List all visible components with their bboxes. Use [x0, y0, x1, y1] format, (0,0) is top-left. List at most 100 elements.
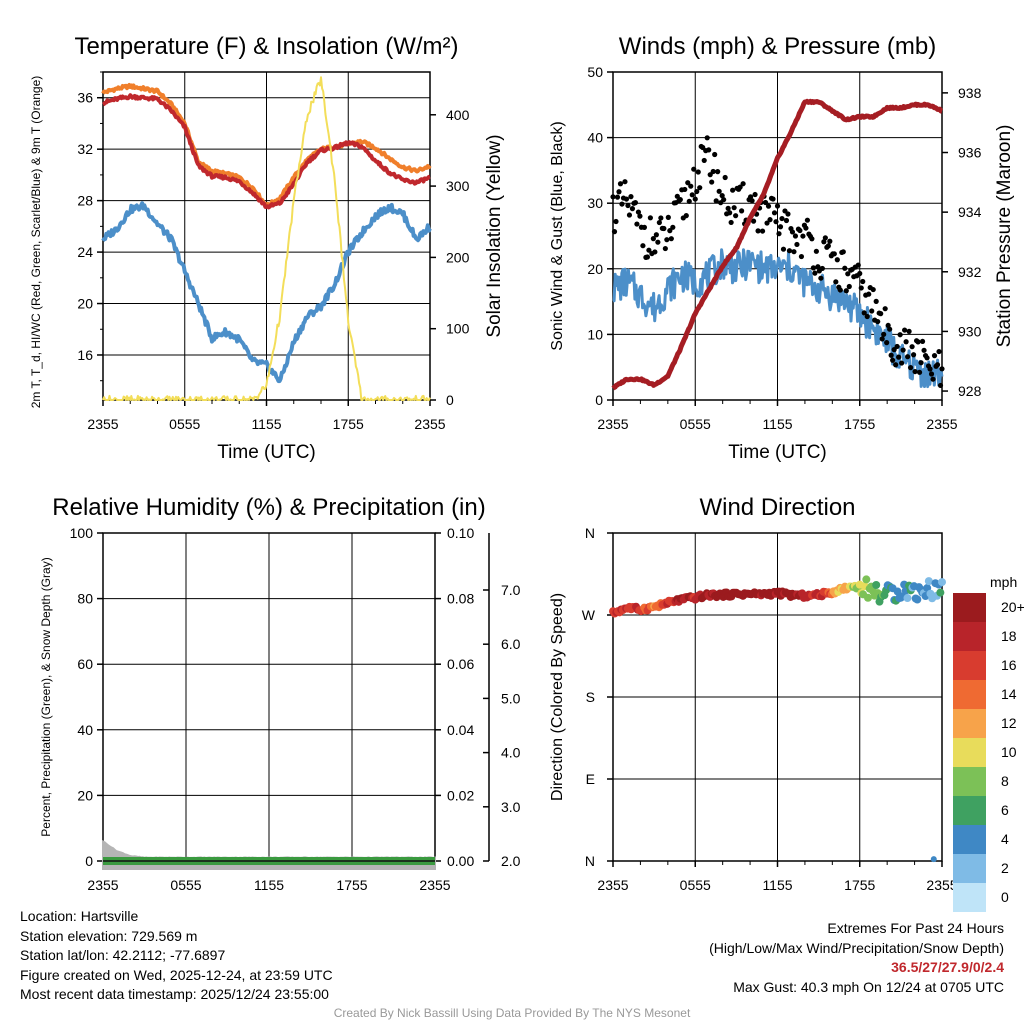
gust-point	[686, 198, 692, 204]
gust-point	[733, 213, 739, 219]
extremes-box: Extremes For Past 24 Hours (High/Low/Max…	[709, 919, 1004, 997]
recent-timestamp: Most recent data timestamp: 2025/12/24 2…	[20, 986, 329, 1002]
gust-point	[840, 249, 846, 255]
colorbar-label: 0	[1001, 889, 1009, 905]
gust-point	[682, 186, 688, 193]
station-location: Location: Hartsville	[20, 908, 139, 924]
gust-point	[821, 239, 827, 245]
colorbar-swatch	[953, 709, 986, 738]
x-tick-label: 2355	[414, 416, 445, 432]
gust-point	[827, 238, 833, 244]
y-axis-label: Direction (Colored By Speed)	[549, 593, 566, 801]
y-tick-label: 28	[77, 193, 93, 209]
gust-point	[837, 287, 843, 293]
y2-tick-label: 400	[446, 107, 470, 123]
x-tick-label: 1155	[254, 877, 284, 893]
gust-point	[890, 357, 896, 363]
gust-point	[728, 219, 734, 226]
gust-point	[878, 311, 884, 317]
y-tick-label: 20	[77, 787, 93, 803]
y3-tick-label: 2.0	[501, 853, 521, 869]
y-tick-label: S	[586, 689, 595, 705]
gust-point	[664, 237, 670, 243]
gust-point	[725, 205, 731, 211]
x-tick-label: 0555	[170, 877, 201, 893]
gust-point	[792, 233, 799, 239]
gust-point	[813, 248, 819, 254]
colorbar-label: 20+	[1001, 599, 1024, 615]
gust-point	[773, 219, 779, 225]
x-tick-label: 2355	[926, 877, 957, 893]
gust-point	[918, 360, 924, 366]
gust-point	[903, 339, 909, 345]
gust-point	[934, 362, 941, 368]
gust-point	[617, 181, 624, 187]
y-axis-label: Percent, Precipitation (Green), & Snow D…	[39, 557, 53, 836]
colorbar-title: mph	[990, 574, 1017, 590]
gust-point	[713, 198, 719, 204]
y-tick-label: 10	[587, 326, 603, 342]
y2-tick-label: 0.04	[447, 722, 474, 738]
gust-point	[765, 203, 772, 209]
x-tick-label: 2355	[926, 416, 957, 432]
gust-point	[905, 354, 911, 360]
gust-point	[864, 313, 870, 320]
gust-point	[749, 198, 755, 204]
gust-point	[706, 147, 712, 153]
gust-point	[861, 310, 867, 316]
gust-point	[809, 236, 815, 242]
gust-point	[919, 338, 926, 345]
gust-point	[695, 169, 701, 175]
panel-title: Wind Direction	[699, 494, 855, 521]
gust-point	[803, 225, 809, 231]
y2-tick-label: 100	[446, 321, 470, 337]
station-info: Location: Hartsville Station elevation: …	[20, 907, 333, 1005]
y2-tick-label: 0.06	[447, 656, 474, 672]
y2-tick-label: 934	[958, 204, 982, 220]
gust-point	[921, 347, 927, 353]
x-tick-label: 1155	[762, 877, 792, 893]
gust-point	[613, 218, 619, 225]
y-axis-label: Sonic Wind & Gust (Blue, Black)	[549, 121, 566, 350]
gust-point	[625, 202, 631, 209]
gust-point	[936, 348, 942, 355]
colorbar-label: 6	[1001, 802, 1009, 818]
gust-point	[712, 151, 718, 158]
direction-point	[930, 856, 937, 863]
y2-axis-label: Solar Insolation (Yellow)	[484, 134, 505, 337]
y2-tick-label: 0.00	[447, 853, 474, 869]
y-tick-label: N	[585, 525, 595, 541]
colorbar-swatch	[953, 883, 986, 912]
gust-point	[798, 253, 805, 260]
gust-point	[916, 369, 923, 375]
gust-point	[629, 206, 636, 212]
gust-point	[646, 247, 652, 253]
gust-point	[928, 371, 935, 377]
x-tick-label: 1755	[333, 416, 364, 432]
gust-point	[846, 283, 852, 290]
x-tick-label: 2355	[597, 877, 628, 893]
gust-point	[858, 285, 864, 291]
gust-point	[662, 245, 668, 252]
x-tick-label: 2355	[597, 416, 628, 432]
figure-created: Figure created on Wed, 2025-12-24, at 23…	[20, 966, 333, 983]
gust-point	[881, 331, 887, 337]
gust-point	[668, 236, 674, 242]
gust-point	[783, 217, 790, 224]
y3-tick-label: 7.0	[501, 582, 521, 598]
gust-point	[719, 193, 725, 199]
direction-point	[936, 588, 945, 597]
y-tick-label: 16	[77, 347, 93, 363]
gust-point	[907, 365, 914, 371]
gust-point	[794, 241, 800, 248]
gust-point	[855, 262, 861, 268]
y2-tick-label: 930	[958, 323, 982, 339]
gust-point	[870, 286, 876, 293]
gust-point	[674, 193, 680, 199]
gust-point	[759, 228, 766, 234]
gust-point	[752, 191, 758, 198]
gust-point	[882, 306, 888, 312]
gust-point	[884, 340, 890, 346]
y-tick-label: 0	[595, 392, 603, 408]
